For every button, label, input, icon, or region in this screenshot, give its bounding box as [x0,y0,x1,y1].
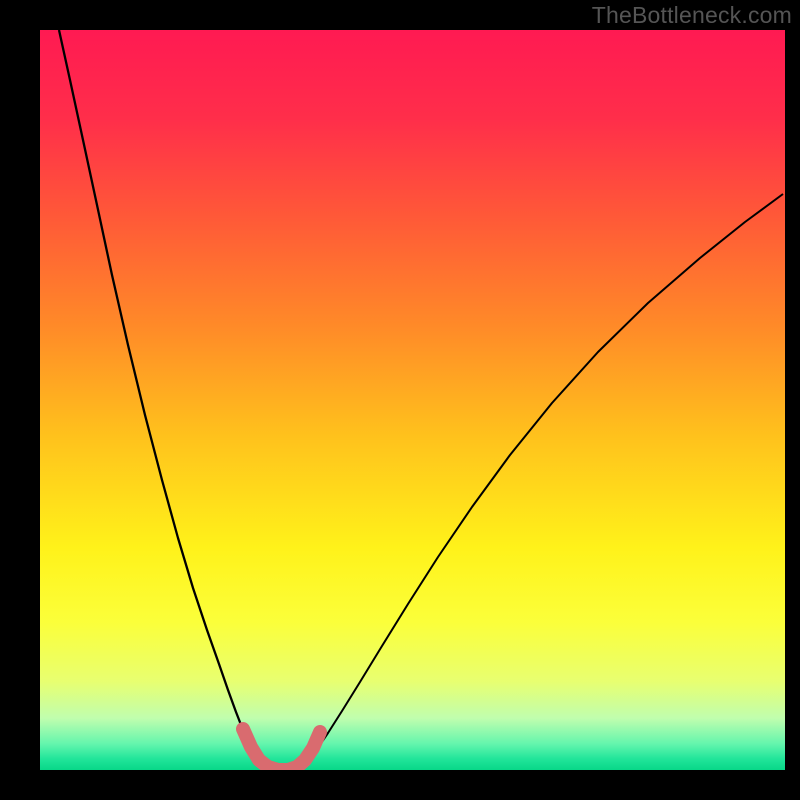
watermark-text: TheBottleneck.com [592,2,792,29]
chart-frame: TheBottleneck.com [0,0,800,800]
plot-background-gradient [40,30,785,770]
bottleneck-curve-chart [0,0,800,800]
